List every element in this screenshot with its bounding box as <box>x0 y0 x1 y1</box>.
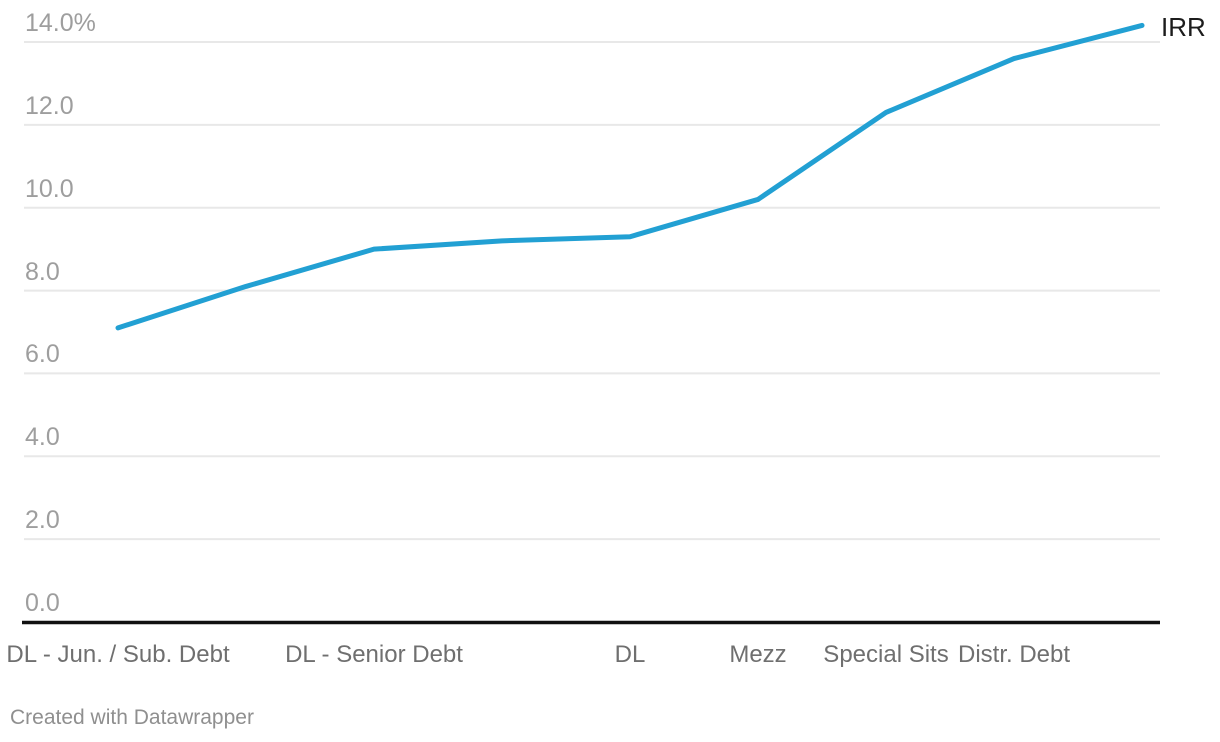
irr-series-line <box>115 22 1145 331</box>
y-tick-label: 2.0 <box>25 506 60 535</box>
x-tick-label: DL - Senior Debt <box>285 641 463 668</box>
y-tick-label: 4.0 <box>25 423 60 452</box>
y-tick-label: 14.0% <box>25 9 96 37</box>
y-tick-label: 10.0 <box>25 174 74 203</box>
y-tick-label: 8.0 <box>25 257 60 286</box>
y-tick-label: 6.0 <box>25 340 60 369</box>
x-tick-label: Distr. Debt <box>957 641 1071 668</box>
x-tick-label: DL - Jun. / Sub. Debt <box>6 641 230 668</box>
series-end-label: IRR <box>1161 12 1206 42</box>
y-tick-label: 0.0 <box>25 589 60 617</box>
x-tick-label: DL <box>614 641 646 668</box>
x-tick-label: Special Sits <box>823 641 949 668</box>
x-tick-label: Mezz <box>729 641 787 668</box>
y-tick-label: 12.0 <box>25 91 74 120</box>
datawrapper-credit: Created with Datawrapper <box>10 706 254 729</box>
